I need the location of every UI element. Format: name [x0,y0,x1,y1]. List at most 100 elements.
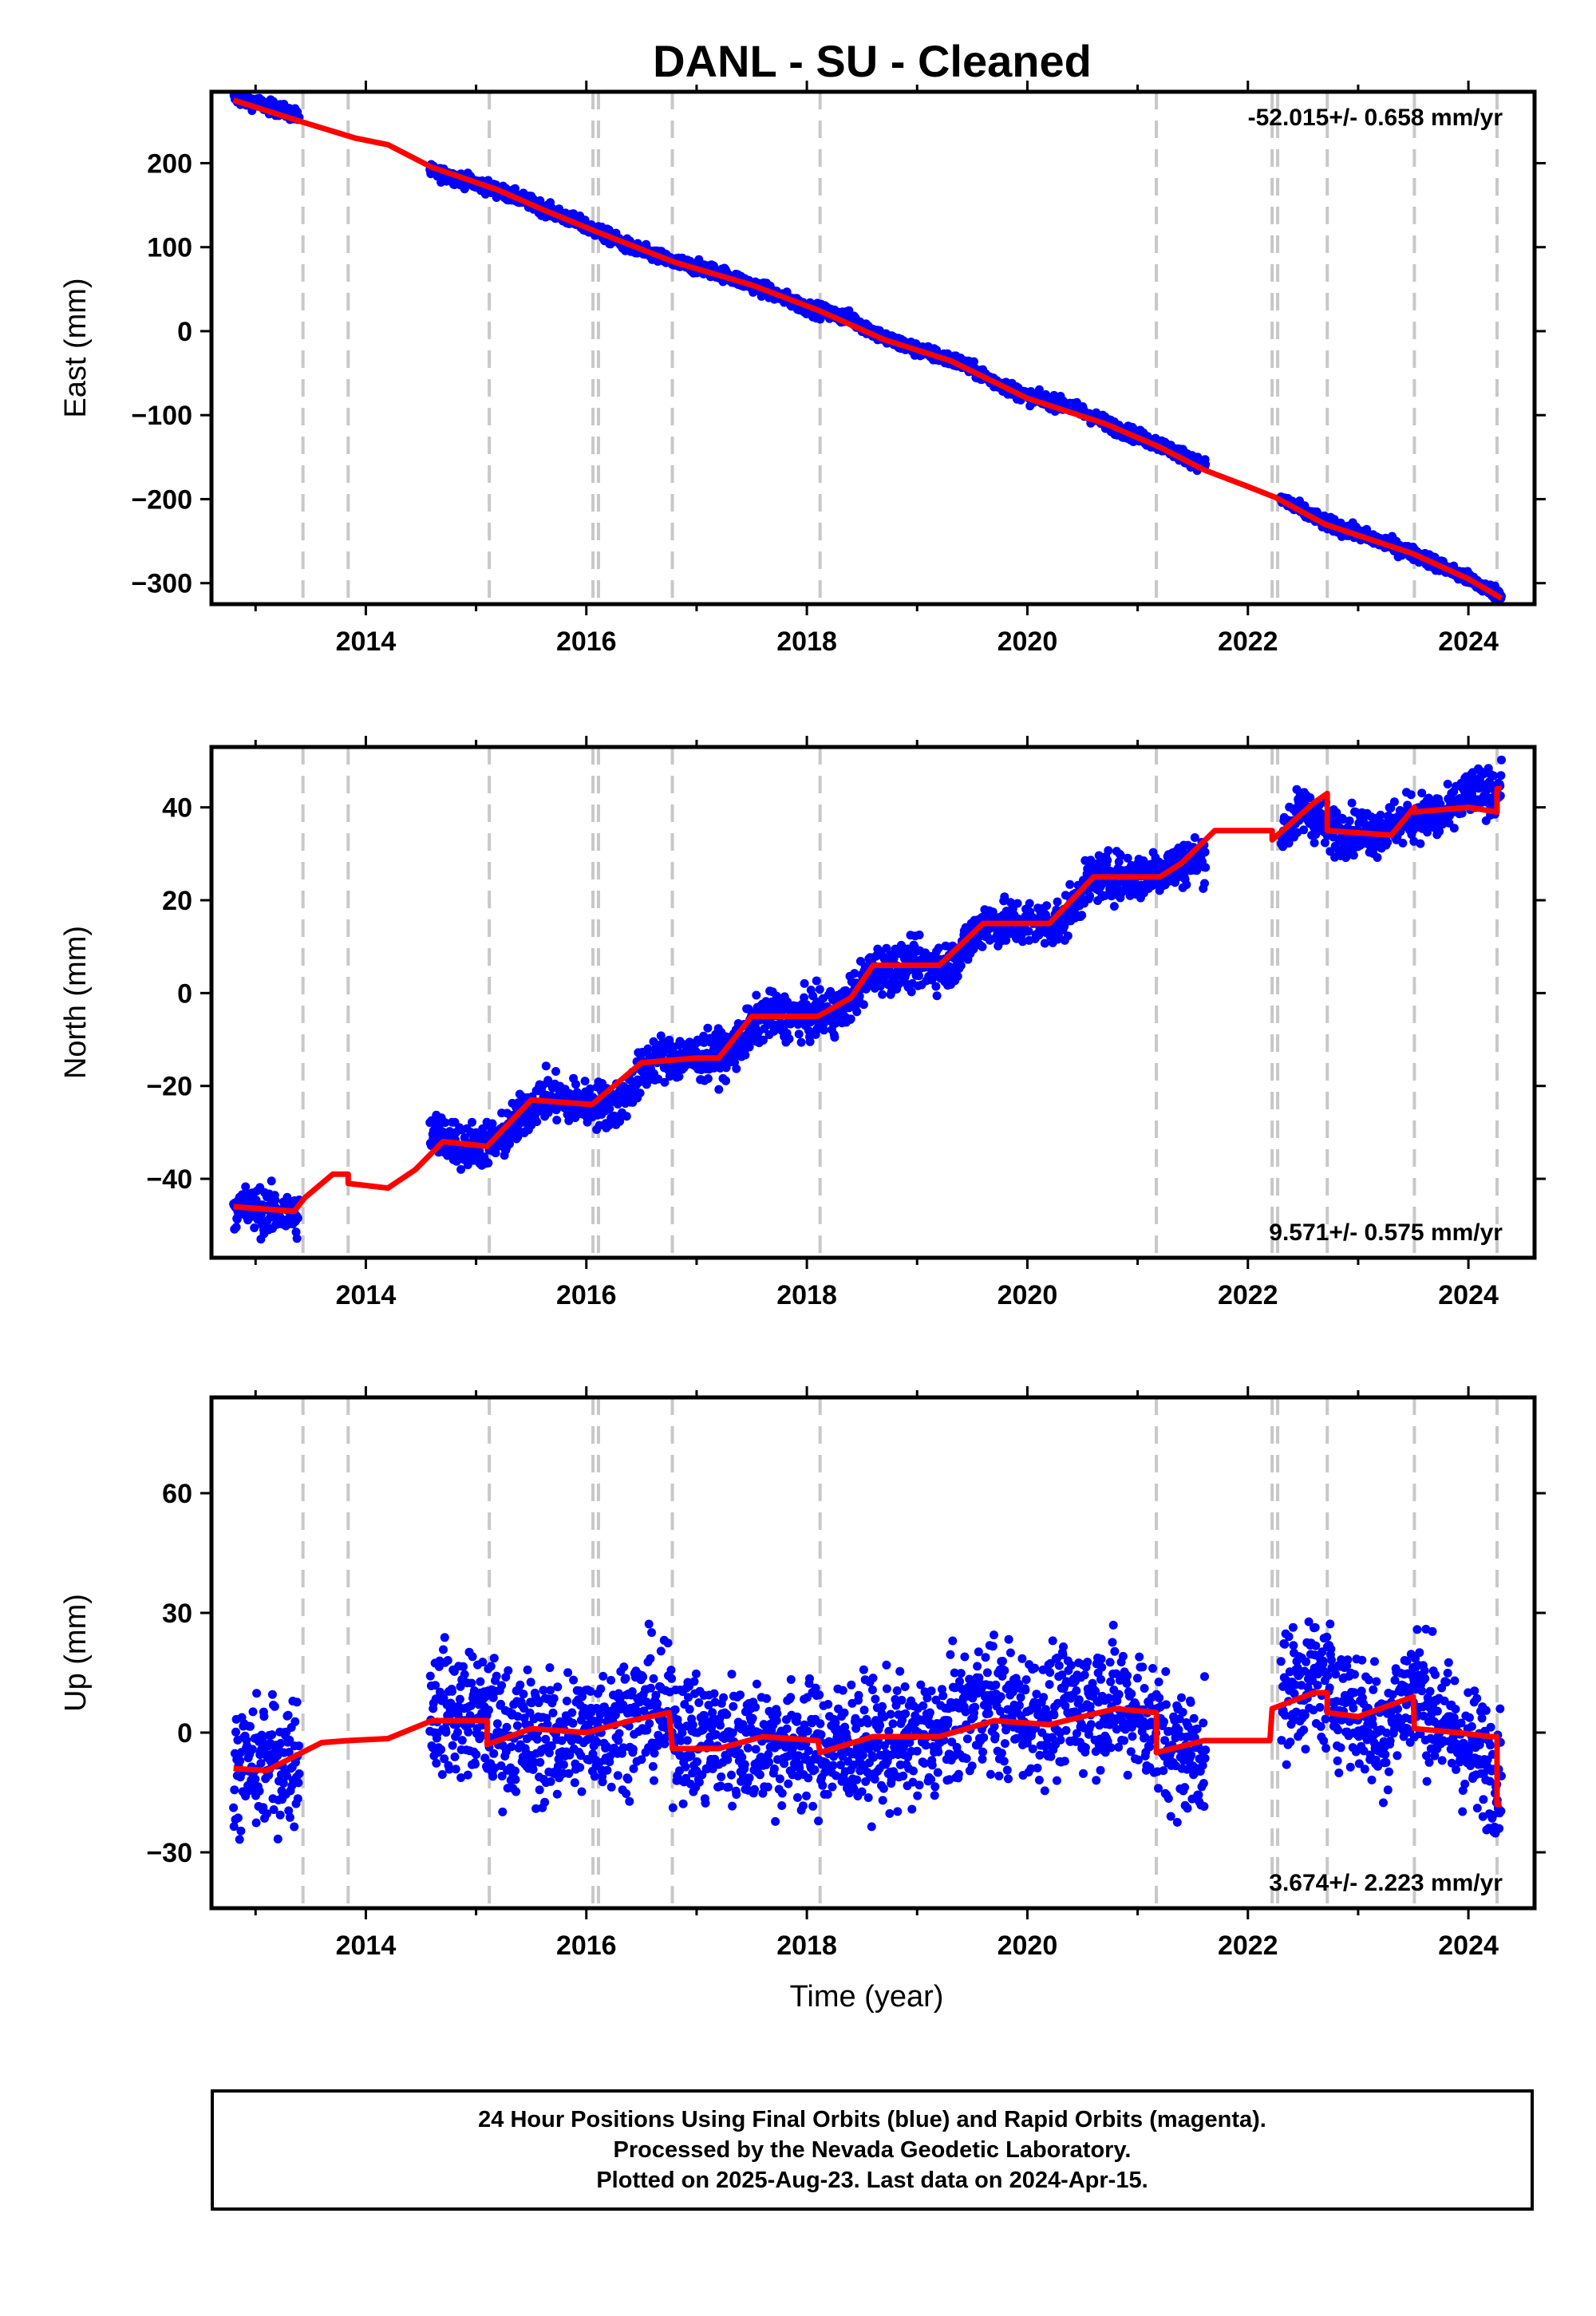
east-x-tick-label: 2018 [776,626,837,657]
north-data-point [1109,902,1119,911]
up-data-point [441,1728,451,1737]
time-series-figure: DANL - SU - Cleaned −300−200−10001002002… [59,36,1546,2014]
north-data-point [1406,790,1416,800]
north-y-tick-label: 40 [162,793,192,824]
up-data-point [450,1752,460,1761]
up-data-point [457,1736,467,1745]
east-y-tick-label: 100 [147,233,192,263]
north-y-tick-label: 0 [177,978,192,1009]
north-data-point [271,1196,280,1205]
up-data-point [273,1834,282,1844]
up-data-point [267,1690,277,1699]
north-x-tick-label: 2016 [556,1280,617,1310]
up-data-point [476,1677,485,1686]
north-data-point [878,990,887,999]
north-data-point [800,978,809,988]
up-data-point [443,1656,452,1665]
up-data-point [255,1786,264,1796]
east-x-tick-label: 2016 [556,626,617,657]
up-data-point [247,1745,257,1754]
north-data-point [1077,911,1087,920]
up-data-point [425,1671,435,1681]
north-data-point [1042,901,1052,911]
east-y-tick-label: 200 [147,148,192,179]
up-data-point [235,1756,245,1765]
up-data-point [478,1658,488,1667]
north-data-point [1053,897,1062,907]
north-data-point [812,976,821,986]
north-data-point [953,971,962,981]
north-data-point [552,1116,562,1124]
up-data-point [437,1770,447,1779]
north-y-tick-label: −40 [146,1164,192,1195]
up-data-point [451,1765,460,1774]
east-y-tick-label: −300 [131,569,192,599]
up-data-point [440,1633,449,1642]
north-data-point [1389,797,1399,807]
north-data-point [931,982,941,991]
north-data-point [571,1080,580,1089]
up-data-point [235,1835,244,1844]
north-data-point [721,1076,730,1085]
up-data-point [448,1686,456,1696]
east-y-axis-title: East (mm) [59,278,93,417]
north-data-point [932,991,942,1001]
up-data-point [246,1721,255,1731]
north-data-point [714,1085,724,1094]
north-data-point [1103,856,1112,865]
up-data-point [294,1769,304,1778]
east-y-tick-label: −100 [131,401,192,431]
up-data-point [252,1689,262,1698]
north-data-point [1376,810,1385,820]
up-data-point [432,1758,441,1768]
up-data-point [231,1727,240,1737]
north-data-point [635,1089,645,1098]
up-data-point [267,1730,277,1740]
north-data-point [541,1061,551,1071]
north-data-point [1345,816,1354,826]
north-data-point [1416,839,1425,848]
north-data-point [1443,780,1452,788]
north-data-point [1200,879,1209,888]
north-data-point [1373,853,1382,862]
up-data-point [455,1694,464,1704]
up-data-point [472,1750,481,1759]
north-data-point [1201,863,1211,872]
north-data-point [1200,848,1210,857]
north-data-point [1449,824,1459,833]
up-data-point [285,1812,294,1822]
north-y-tick-label: 20 [162,886,192,916]
north-data-point [1182,880,1191,889]
east-data-point [970,357,978,366]
up-data-point [251,1818,261,1828]
north-data-point [820,1026,828,1035]
north-data-point [703,1023,713,1033]
north-data-point [1347,798,1357,808]
up-data-point [437,1745,446,1754]
up-data-point [233,1813,243,1823]
north-data-point [622,1112,631,1121]
up-data-point [294,1778,303,1788]
east-x-tick-label: 2024 [1438,626,1499,657]
north-data-point [907,987,916,997]
north-data-point [703,1074,713,1083]
north-data-point [1299,825,1309,835]
north-x-tick-label: 2020 [998,1280,1058,1310]
north-data-point [978,942,987,951]
up-data-point [248,1707,258,1717]
up-data-point [259,1712,269,1721]
north-data-point [532,1117,542,1126]
north-y-axis-title: North (mm) [59,926,93,1079]
east-velocity-label: -52.015+/- 0.658 mm/yr [1248,105,1503,131]
north-data-point [468,1117,476,1127]
north-x-tick-label: 2014 [336,1280,397,1310]
up-data-point [283,1710,293,1720]
up-data-point [290,1822,299,1832]
north-data-point [796,1037,806,1047]
north-data-point [1383,837,1393,847]
north-data-point [1065,879,1075,889]
north-data-point [1104,846,1113,856]
east-x-tick-label: 2022 [1218,626,1278,657]
east-data-point [511,184,519,193]
